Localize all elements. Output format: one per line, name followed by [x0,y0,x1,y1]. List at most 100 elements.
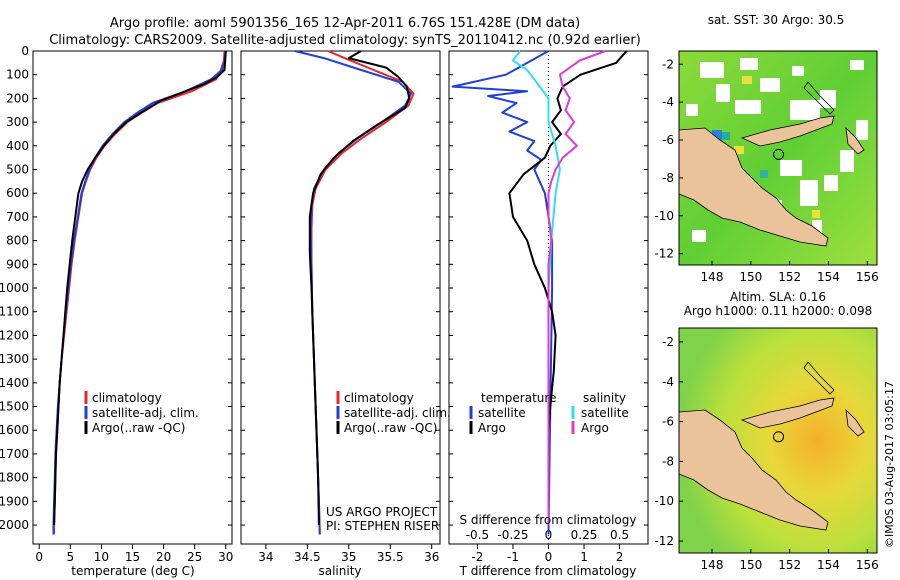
legend-label-argo: Argo(..raw -QC) [344,421,437,435]
depth-tick-label: 1400 [0,376,29,390]
x-tick-label: 1 [580,550,588,564]
sst-land-png [679,127,829,247]
map-x-tick-label: 152 [778,270,801,284]
depth-tick-label: 700 [6,210,29,224]
series-line [508,50,628,525]
temperature-xlabel: temperature (deg C) [71,564,194,578]
map-y-tick-label: -4 [662,375,674,389]
map-y-tick-label: -12 [654,534,674,548]
map-axes: 148 150 152 154 156 -2 -4 -6 -8 -10 -12 148 150 152 15… [654,57,878,572]
depth-tick-label: 500 [6,163,29,177]
difference-legend: temperature satellite Argo salinity sate… [469,391,629,435]
map-y-tick-label: -10 [654,494,674,508]
s-tick-label: 0.5 [610,528,629,542]
depth-tick-label: 1000 [0,281,29,295]
s-tick-label: 0.25 [571,528,598,542]
depth-tick-label: 0 [21,44,29,58]
x-tick-label: 0 [35,550,43,564]
x-tick-label: 15 [125,550,140,564]
pi-label: PI: STEPHEN RISER [326,519,439,533]
legend-label-sat: satellite-adj. clim. [92,406,199,420]
x-tick-label: 34.5 [294,550,321,564]
sla-map-title: Altim. SLA: 0.16 [730,290,826,304]
sla-land-png [679,409,829,531]
depth-tick-label: 1100 [0,305,29,319]
x-tick-label: 34 [258,550,273,564]
depth-tick-label: 1800 [0,471,29,485]
x-tick-label: 5 [66,550,74,564]
s-tick-label: 0 [545,528,553,542]
depth-tick-label: 1700 [0,447,29,461]
map-x-tick-label: 156 [856,270,879,284]
sst-land-newireland [803,81,835,115]
sla-land-bougainville [845,408,865,437]
map-x-tick-label: 150 [739,270,762,284]
x-tick-label: 0 [545,550,553,564]
legend-temperature-heading: temperature [481,391,556,405]
legend-label-clim: climatology [92,391,162,405]
map-y-tick-label: -2 [662,335,674,349]
series-line [53,50,227,526]
depth-tick-label: 1500 [0,400,29,414]
depth-tick-label: 1200 [0,328,29,342]
legend-label-s-sat: satellite [581,406,629,420]
sst-warm-patches [712,76,820,218]
depth-tick-label: 400 [6,139,29,153]
map-y-tick-label: -2 [662,57,674,71]
salinity-xlabel: salinity [318,564,361,578]
series-line [310,50,415,535]
map-y-tick-label: -12 [654,247,674,261]
temperature-legend: climatology satellite-adj. clim. Argo(..… [84,391,199,435]
depth-tick-label: 1600 [0,423,29,437]
t-difference-xlabel: T difference from climatology [459,564,637,578]
x-tick-label: -1 [507,550,519,564]
map-x-tick-label: 152 [778,558,801,572]
legend-label-argo: Argo(..raw -QC) [92,421,185,435]
s-tick-label: -0.5 [466,528,489,542]
legend-label-s-argo: Argo [581,421,609,435]
depth-tick-label: 1900 [0,494,29,508]
map-x-tick-label: 154 [817,558,840,572]
profile-series: 0 5 10 15 20 25 30 34 34.5 35 35.5 36 -2 -1 0 1 2 -0.5 -0.… [35,50,629,564]
map-y-tick-label: -6 [662,133,674,147]
map-x-tick-label: 156 [856,558,879,572]
legend-label-clim: climatology [344,391,414,405]
series-line [451,50,554,535]
sla-land-newireland [803,361,835,395]
map-y-tick-label: -4 [662,95,674,109]
map-x-tick-label: 150 [739,558,762,572]
legend-label-sat: satellite-adj. clim. [344,406,451,420]
x-tick-label: 2 [616,550,624,564]
depth-tick-label: 1300 [0,352,29,366]
x-tick-label: 20 [156,550,171,564]
map-y-tick-label: -10 [654,209,674,223]
project-label: US ARGO PROJECT [326,505,438,519]
series-line [547,50,606,525]
depth-axis: 0 100 200 300 400 500 600 700 800 900 1000 1100 1200… [0,44,648,532]
x-tick-label: 30 [218,550,233,564]
legend-label-t-argo: Argo [478,421,506,435]
sst-land-newbritain [740,115,835,147]
series-line [308,50,411,526]
header-line2: Climatology: CARS2009. Satellite-adjuste… [49,33,641,48]
salinity-panel [240,50,441,545]
map-y-tick-label: -8 [662,171,674,185]
series-line [53,50,226,535]
sst-map-title: sat. SST: 30 Argo: 30.5 [708,13,845,27]
header-line1: Argo profile: aoml 5901356_165 12-Apr-20… [110,16,580,31]
sla-map-subtitle: Argo h1000: 0.11 h2000: 0.098 [684,304,873,318]
depth-tick-label: 2000 [0,518,29,532]
map-y-tick-label: -8 [662,454,674,468]
depth-tick-label: 800 [6,234,29,248]
sst-land-bougainville [845,126,865,155]
sla-map: Altim. SLA: 0.16 Argo h1000: 0.11 h2000:… [678,290,878,554]
x-tick-label: 36 [424,550,439,564]
imos-credit: ©IMOS 03-Aug-2017 03:05:17 [883,381,896,548]
map-x-tick-label: 148 [701,558,724,572]
sst-cloud-gaps [686,58,868,242]
x-tick-label: 25 [187,550,202,564]
map-x-tick-label: 154 [817,270,840,284]
legend-salinity-heading: salinity [583,391,626,405]
depth-tick-label: 100 [6,68,29,82]
